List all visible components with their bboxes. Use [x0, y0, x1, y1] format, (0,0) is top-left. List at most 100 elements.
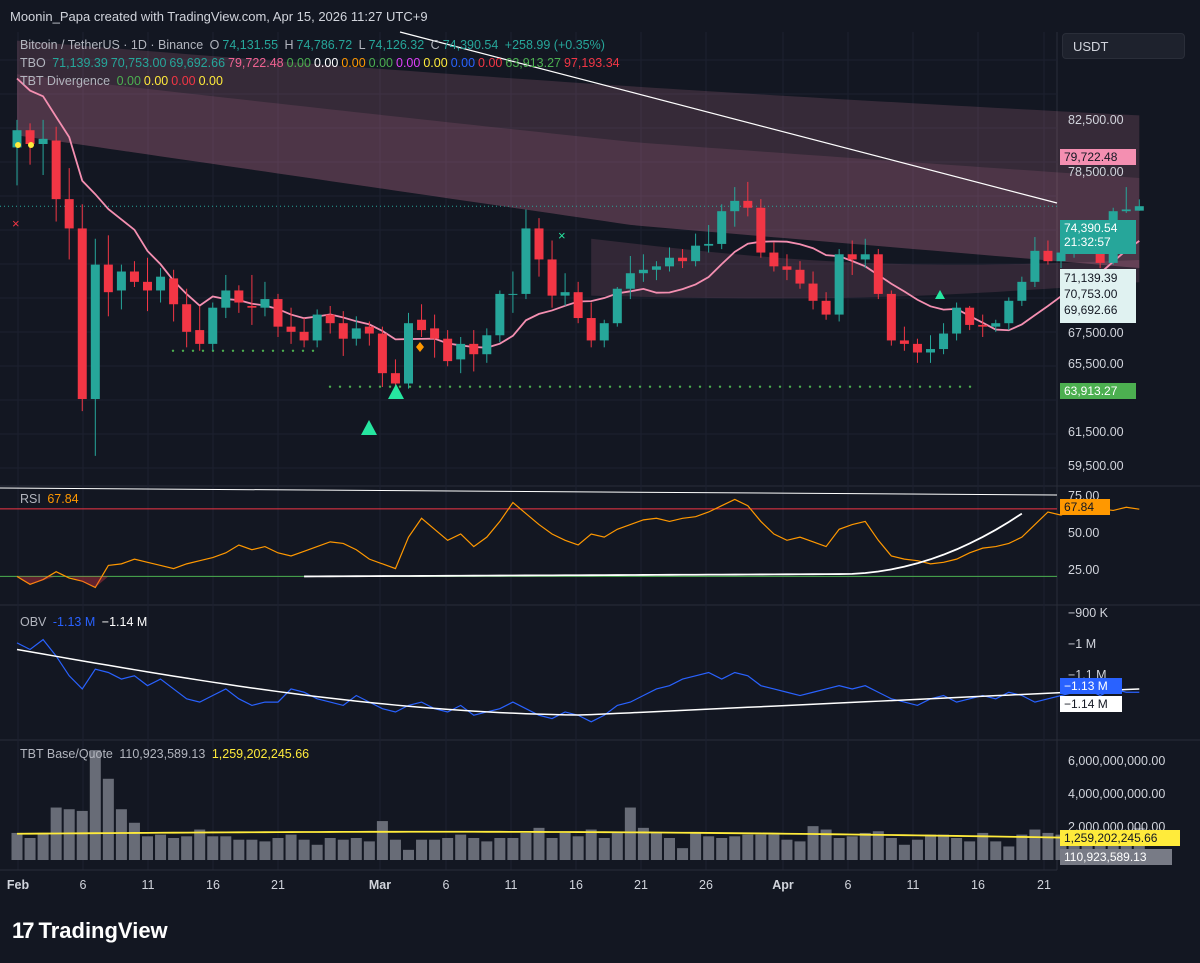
- support-dot: [688, 385, 692, 388]
- support-dot: [508, 385, 512, 388]
- obv-legend[interactable]: OBV -1.13 M −1.14 M: [20, 615, 150, 629]
- support-dot: [548, 385, 552, 388]
- support-dot: [241, 349, 245, 352]
- divergence-legend[interactable]: TBT Divergence 0.00 0.00 0.00 0.00: [20, 74, 226, 88]
- candle-body: [926, 349, 935, 353]
- diamond-marker: [416, 342, 424, 352]
- volume-bar: [598, 838, 610, 860]
- tbo-label: TBO: [20, 56, 46, 70]
- candle-body: [873, 254, 883, 294]
- tbo-value: 0.00: [368, 56, 393, 70]
- support-dot: [768, 385, 772, 388]
- volume-tick: 4,000,000,000.00: [1068, 787, 1166, 801]
- volume-bar: [1055, 834, 1067, 860]
- candle-body: [795, 269, 805, 284]
- volume-bar: [520, 832, 532, 860]
- volume-bar: [833, 838, 845, 860]
- tbo-value: 63,913.27: [505, 56, 561, 70]
- volume-bar: [820, 829, 832, 860]
- support-dot: [668, 385, 672, 388]
- volume-bar: [350, 838, 362, 860]
- upper-band-price-box: 79,722.48: [1060, 149, 1136, 165]
- tbo-value: 69,692.66: [169, 56, 226, 70]
- countdown-value: 21:32:57: [1064, 235, 1111, 249]
- chart-canvas[interactable]: ××: [0, 0, 1200, 897]
- volume-bar: [89, 750, 101, 860]
- support-dot: [518, 385, 522, 388]
- close-label: C: [430, 38, 440, 52]
- candle-body: [430, 328, 440, 339]
- support-dot: [261, 349, 265, 352]
- volume-legend[interactable]: TBT Base/Quote 110,923,589.13 1,259,202,…: [20, 747, 312, 761]
- support-dot: [271, 349, 275, 352]
- symbol-label[interactable]: Bitcoin / TetherUS · 1D · Binance: [20, 38, 204, 52]
- candle-body: [182, 304, 192, 332]
- candle-body: [338, 323, 348, 339]
- buy-signal-marker: [361, 420, 377, 435]
- candle-body: [351, 328, 361, 339]
- candle-body: [495, 293, 505, 336]
- candle-body: [456, 343, 466, 360]
- divergence-value: 0.00: [198, 74, 223, 88]
- support-dot: [958, 385, 962, 388]
- support-dot: [728, 385, 732, 388]
- time-tick: 21: [634, 878, 648, 892]
- volume-label: TBT Base/Quote: [20, 747, 113, 761]
- volume-bar: [794, 841, 806, 860]
- volume-bar: [611, 832, 623, 860]
- volume-bar: [455, 834, 467, 860]
- volume-bar: [155, 834, 167, 860]
- candle-body: [364, 326, 374, 334]
- price-tick: 61,500.00: [1068, 425, 1124, 439]
- tbo-value: 71,139.39: [52, 56, 108, 70]
- tbo-legend[interactable]: TBO 71,139.39 70,753.00 69,692.66 79,722.48…: [20, 56, 623, 70]
- volume-bar: [624, 807, 636, 860]
- candle-body: [704, 243, 714, 246]
- volume-bar: [846, 836, 858, 860]
- tbo-value: 0.00: [341, 56, 366, 70]
- candle-body: [769, 252, 779, 267]
- candle-body: [691, 245, 701, 262]
- support-dot: [468, 385, 472, 388]
- support-dot: [538, 385, 542, 388]
- time-tick: 11: [906, 878, 920, 892]
- volume-bar: [716, 838, 728, 860]
- volume-bar: [194, 829, 206, 860]
- support-dot: [748, 385, 752, 388]
- candle-body: [978, 324, 988, 327]
- volume-bar: [768, 834, 780, 860]
- candle-body: [625, 273, 635, 289]
- support-dot: [808, 385, 812, 388]
- support-dot: [738, 385, 742, 388]
- volume-bar: [102, 778, 114, 860]
- volume-bar: [389, 839, 401, 860]
- support-dot: [678, 385, 682, 388]
- volume-bar: [585, 829, 597, 860]
- candle-body: [560, 292, 570, 296]
- volume-bar: [1068, 834, 1080, 860]
- rsi-oversold-fill: [0, 576, 109, 588]
- support-dot: [231, 349, 235, 352]
- change-value: +258.99 (+0.35%): [504, 38, 605, 52]
- rsi-ma-line: [304, 512, 1023, 578]
- support-dot: [798, 385, 802, 388]
- tbo-value: 0.00: [313, 56, 339, 70]
- currency-button[interactable]: USDT: [1062, 33, 1185, 59]
- time-tick: Feb: [6, 878, 30, 892]
- tradingview-logo[interactable]: 17 TradingView: [12, 918, 168, 944]
- tbo-value: 70,753.00: [110, 56, 167, 70]
- tradingview-logo-icon: 17: [12, 918, 35, 943]
- rsi-legend[interactable]: RSI 67.84: [20, 492, 82, 506]
- tbo-cloud-inner: [17, 74, 1140, 269]
- candle-body: [939, 333, 949, 350]
- volume-last-box: 110,923,589.13: [1060, 849, 1172, 865]
- volume-bar: [1003, 846, 1015, 860]
- price-tick: 65,500.00: [1068, 357, 1124, 371]
- divergence-value: 0.00: [171, 74, 196, 88]
- candle-body: [1004, 300, 1014, 324]
- volume-bar: [742, 834, 754, 860]
- candle-body: [208, 307, 218, 344]
- volume-bar: [885, 838, 897, 860]
- candle-body: [234, 290, 244, 303]
- candle-body: [899, 340, 909, 344]
